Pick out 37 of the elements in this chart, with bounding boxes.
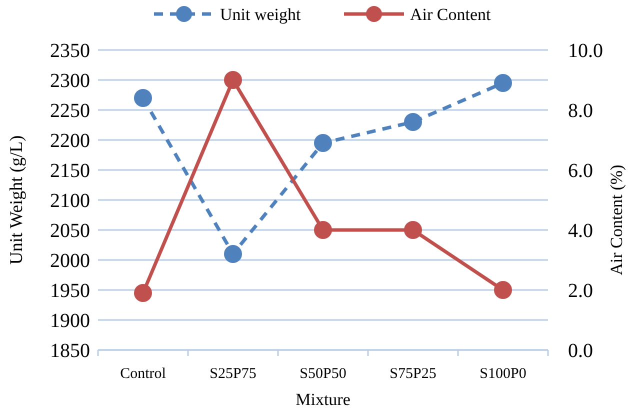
point	[494, 281, 512, 299]
y2-tick-label: 10.0	[568, 40, 603, 62]
y-tick-label: 2300	[50, 70, 90, 92]
point	[134, 284, 152, 302]
point	[494, 74, 512, 92]
point	[224, 245, 242, 263]
y-tick-label: 1850	[50, 340, 90, 362]
x-tick-label: S25P75	[210, 366, 256, 382]
y2-tick-label: 2.0	[568, 280, 593, 302]
x-axis-title: Mixture	[296, 390, 350, 409]
y-tick-label: 1900	[50, 310, 90, 332]
y2-axis-title: Air Content (%)	[607, 164, 626, 276]
y-tick-label: 2250	[50, 100, 90, 122]
x-tick-label: Control	[120, 366, 166, 382]
y2-tick-label: 0.0	[568, 340, 593, 362]
point	[134, 89, 152, 107]
y-tick-label: 2100	[50, 190, 90, 212]
y2-tick-label: 4.0	[568, 220, 593, 242]
x-tick-label: S50P50	[300, 366, 346, 382]
y-tick-label: 2050	[50, 220, 90, 242]
point	[314, 134, 332, 152]
y2-tick-label: 6.0	[568, 160, 593, 182]
legend-label: Air Content	[410, 4, 492, 24]
legend-label: Unit weight	[220, 4, 302, 24]
y-tick-label: 2350	[50, 40, 90, 62]
point	[224, 71, 242, 89]
y2-tick-label: 8.0	[568, 100, 593, 122]
y-tick-label: 1950	[50, 280, 90, 302]
y-tick-label: 2200	[50, 130, 90, 152]
y-axis-title: Unit Weight (g/L)	[6, 135, 26, 265]
x-tick-label: S75P25	[390, 366, 436, 382]
y-tick-label: 2000	[50, 250, 90, 272]
y-tick-label: 2150	[50, 160, 90, 182]
point	[404, 113, 422, 131]
point	[404, 221, 422, 239]
point	[314, 221, 332, 239]
x-tick-label: S100P0	[480, 366, 526, 382]
